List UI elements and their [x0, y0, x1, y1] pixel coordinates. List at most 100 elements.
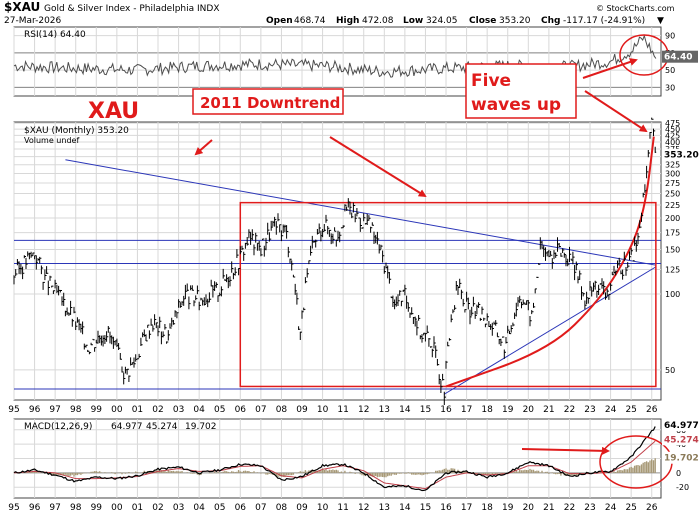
- x-tick-label: 05: [214, 503, 225, 513]
- price-value-badge: 353.20: [664, 151, 699, 161]
- x-tick-label: 97: [49, 405, 60, 415]
- x-tick-label: 07: [255, 503, 266, 513]
- x-tick-label: 96: [29, 503, 41, 513]
- x-tick-label: 24: [605, 405, 617, 415]
- price-bars: [13, 117, 657, 405]
- low-label: Low: [403, 16, 423, 26]
- x-tick-label: 19: [502, 405, 514, 415]
- range-box: [239, 201, 657, 388]
- x-tick-label: 15: [420, 405, 431, 415]
- x-tick-label: 07: [255, 405, 266, 415]
- price-tick-label: 150: [665, 245, 680, 254]
- x-tick-label: 95: [8, 503, 19, 513]
- parabolic-curve: [445, 136, 655, 388]
- chg-label: Chg: [541, 16, 560, 26]
- five-waves-annotation-line2: waves up: [471, 95, 561, 115]
- x-tick-label: 09: [296, 405, 308, 415]
- x-tick-label: 06: [235, 503, 247, 513]
- x-tick-label: 09: [296, 503, 308, 513]
- macd-line: [13, 426, 656, 492]
- x-tick-label: 96: [29, 405, 41, 415]
- x-tick-label: 26: [646, 503, 658, 513]
- x-tick-label: 25: [625, 503, 636, 513]
- x-tick-label: 97: [49, 503, 60, 513]
- rsi-value-badge: 64.40: [664, 53, 692, 63]
- x-tick-label: 01: [132, 503, 143, 513]
- chart-date: 27-Mar-2026: [4, 16, 62, 26]
- x-tick-label: 98: [70, 405, 82, 415]
- price-tick-label: 175: [665, 229, 680, 238]
- rsi-tick-label: 30: [665, 83, 675, 92]
- x-tick-label: 13: [379, 503, 390, 513]
- macd-value-badge: 64.977: [664, 421, 699, 431]
- price-tick-label: 125: [665, 265, 680, 274]
- x-tick-label: 26: [646, 405, 658, 415]
- price-panel: [13, 121, 662, 401]
- x-tick-label: 10: [317, 503, 329, 513]
- x-tick-label: 04: [193, 503, 205, 513]
- x-tick-label: 14: [399, 405, 411, 415]
- chart-source: © StockCharts.com: [596, 4, 675, 13]
- price-tick-label: 225: [665, 201, 680, 210]
- macd-histogram: [13, 458, 656, 478]
- hist-value-badge-bg: [662, 451, 698, 464]
- price-tick-label: 50: [665, 366, 675, 375]
- trendline: [443, 266, 657, 395]
- open-value: 468.74: [294, 16, 326, 26]
- x-tick-label: 02: [152, 405, 163, 415]
- signal-value-badge: 45.274: [664, 435, 699, 445]
- x-tick-label: 21: [543, 503, 554, 513]
- x-tick-label: 20: [523, 405, 535, 415]
- downtrend-label-box: [192, 88, 344, 115]
- price-tick-label: 325: [665, 161, 680, 170]
- chart-name: Gold & Silver Index - Philadelphia INDX: [44, 4, 220, 14]
- x-tick-label: 95: [8, 405, 19, 415]
- close-label: Close: [469, 16, 496, 26]
- x-tick-label: 98: [70, 503, 82, 513]
- macd-value-badge-bg: [662, 419, 698, 432]
- x-tick-label: 19: [502, 503, 514, 513]
- x-tick-label: 18: [481, 405, 493, 415]
- x-tick-label: 12: [358, 503, 369, 513]
- chart-symbol: $XAU: [4, 0, 40, 14]
- x-tick-label: 03: [173, 503, 184, 513]
- axis-labels: 3050709050100125150175200225250275300325…: [8, 32, 689, 513]
- x-tick-label: 16: [440, 405, 452, 415]
- price-tick-label: 100: [665, 290, 680, 299]
- macd-legend-hist: 19.702: [185, 422, 217, 432]
- x-tick-label: 22: [564, 405, 575, 415]
- high-label: High: [336, 16, 359, 26]
- x-tick-label: 11: [337, 405, 348, 415]
- rsi-tick-label: 50: [665, 66, 675, 75]
- price-tick-label: 275: [665, 179, 680, 188]
- x-tick-label: 24: [605, 503, 617, 513]
- x-tick-label: 14: [399, 503, 411, 513]
- signal-value-badge-bg: [662, 433, 698, 446]
- x-tick-label: 17: [461, 405, 472, 415]
- downtrend-arrow: [329, 136, 427, 198]
- x-tick-label: 23: [584, 405, 595, 415]
- rsi-arrow: [582, 58, 638, 79]
- price-tick-label: 475: [665, 119, 680, 128]
- volume-legend: Volume undef: [24, 136, 79, 145]
- x-tick-label: 23: [584, 503, 595, 513]
- x-tick-label: 00: [111, 405, 123, 415]
- x-tick-label: 12: [358, 405, 369, 415]
- macd-legend: MACD(12,26,9) 64.977 45.274 19.702: [24, 422, 217, 432]
- macd-tick-label: 0: [676, 469, 681, 478]
- macd-indicator: [13, 426, 661, 492]
- open-label: Open: [266, 16, 293, 26]
- x-tick-label: 22: [564, 503, 575, 513]
- five-waves-annotation-line1: Five: [471, 71, 511, 91]
- x-tick-label: 10: [317, 405, 329, 415]
- x-tick-label: 25: [625, 405, 636, 415]
- macd-legend-label: MACD(12,26,9): [24, 422, 92, 432]
- ohlc-row: Open 468.74 High 472.08 Low 324.05 Close…: [266, 16, 664, 26]
- x-tick-label: 18: [481, 503, 493, 513]
- x-tick-label: 20: [523, 503, 535, 513]
- macd-legend-macd: 64.977: [111, 422, 143, 432]
- x-tick-label: 03: [173, 405, 184, 415]
- macd-tick-label: -20: [676, 483, 689, 492]
- price-tick-label: 250: [665, 190, 680, 199]
- x-tick-label: 13: [379, 405, 390, 415]
